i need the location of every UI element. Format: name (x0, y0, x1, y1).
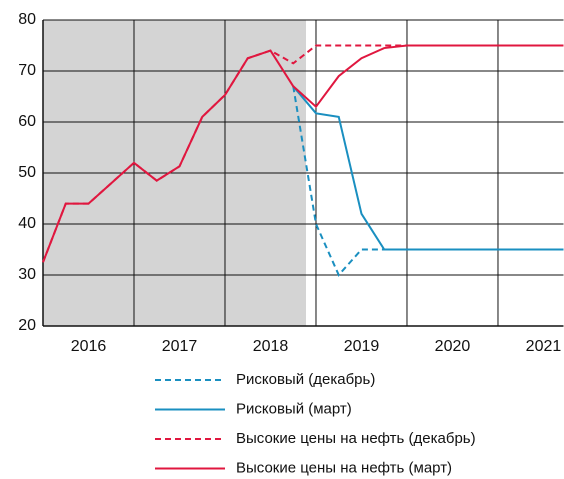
x-tick-label: 2019 (344, 338, 380, 355)
legend-label: Рисковый (март) (236, 400, 352, 417)
legend-label: Высокие цены на нефть (март) (236, 459, 452, 476)
x-tick-label: 2020 (435, 338, 471, 355)
y-tick-label: 40 (18, 215, 36, 232)
y-tick-label: 80 (18, 11, 36, 28)
legend-label: Рисковый (декабрь) (236, 371, 375, 388)
x-tick-label: 2017 (162, 338, 198, 355)
y-tick-label: 60 (18, 113, 36, 130)
legend-label: Высокие цены на нефть (декабрь) (236, 430, 476, 447)
x-tick-label: 2016 (71, 338, 107, 355)
y-tick-label: 30 (18, 266, 36, 283)
series-line (42, 44, 564, 263)
series-line (292, 85, 564, 251)
x-tick-label: 2021 (526, 338, 562, 355)
series-line (292, 86, 564, 277)
y-tick-label: 70 (18, 62, 36, 79)
y-tick-label: 50 (18, 164, 36, 181)
x-tick-label: 2018 (253, 338, 289, 355)
y-tick-label: 20 (18, 317, 36, 334)
